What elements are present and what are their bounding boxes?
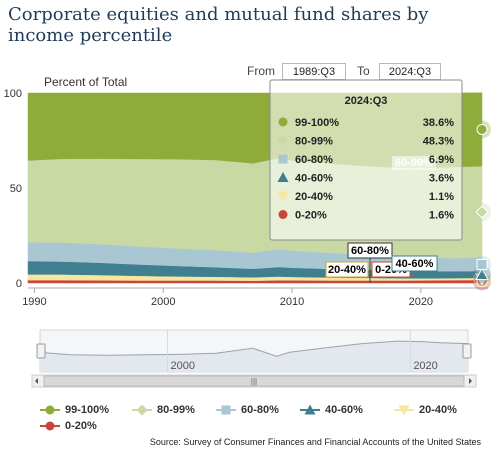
- tooltip-value-20-40: 1.1%: [429, 191, 454, 203]
- tooltip-series-80-99: 80-99%: [295, 136, 333, 148]
- legend-marker-99-100: [45, 405, 55, 415]
- end-marker-99-100: [476, 123, 488, 135]
- x-tick-label-1990: 1990: [22, 296, 46, 308]
- annotation-flag-20-40: 20-40%: [325, 261, 369, 278]
- legend-marker-20-40: [398, 405, 410, 416]
- legend-marker-40-60: [304, 404, 316, 415]
- annotation-flag-40-60: 40-60%: [391, 255, 438, 272]
- tooltip-marker-99-100: [278, 117, 288, 127]
- annotation-flag-60-80: 60-80%: [347, 242, 393, 259]
- legend-marker-80-99: [136, 404, 148, 416]
- legend-marker-0-20: [45, 421, 55, 431]
- end-marker-layer: [473, 120, 491, 291]
- legend-symbol-80-99: [132, 404, 152, 416]
- navigator-scrollbar-thumb[interactable]: [43, 375, 465, 387]
- scrollbar-grip-icon: |||: [251, 377, 257, 386]
- y-tick-label-0: 0: [16, 278, 22, 290]
- end-marker-40-60: [475, 267, 489, 280]
- annotation-box: [347, 242, 393, 259]
- tooltip-series-40-60: 40-60%: [295, 173, 333, 185]
- range-from-input[interactable]: 1989:Q3: [282, 63, 346, 80]
- area-chart[interactable]: Percent of Total 0 50 100 1990 2000 2010 2020 8…: [0, 0, 499, 400]
- annotation-label: 60-80%: [351, 245, 389, 257]
- navigator-tick-label-2000: 2000: [170, 360, 194, 372]
- legend-symbol-0-20: [40, 421, 60, 431]
- legend-item-20-40[interactable]: 20-40%: [394, 404, 457, 416]
- legend-label: 0-20%: [65, 420, 97, 432]
- legend-label: 40-60%: [325, 404, 363, 416]
- annotation-box: [325, 261, 369, 278]
- tooltip-marker-20-40: [277, 191, 289, 202]
- tooltip: 2024:Q3 99-100% 38.6% 80-99% 48.3% 60-80% 6.9%…: [269, 79, 463, 241]
- tooltip-value-99-100: 38.6%: [423, 117, 454, 129]
- tooltip-box: [269, 79, 463, 241]
- legend-item-99-100[interactable]: 99-100%: [40, 404, 109, 416]
- navigator-tick-label-2020: 2020: [413, 360, 437, 372]
- tooltip-title: 2024:Q3: [345, 95, 388, 107]
- scroll-left-arrow-icon[interactable]: [35, 378, 38, 384]
- navigator-area: [40, 341, 468, 372]
- tooltip-series-60-80: 60-80%: [295, 154, 333, 166]
- legend-symbol-99-100: [40, 405, 60, 415]
- chart-title: Corporate equities and mutual fund share…: [8, 4, 429, 46]
- legend-item-80-99[interactable]: 80-99%: [132, 404, 195, 416]
- annotation-label: 20-40%: [328, 264, 366, 276]
- end-marker-80-99: [475, 205, 489, 219]
- legend-item-60-80[interactable]: 60-80%: [216, 404, 279, 416]
- annotation-box: [391, 255, 438, 272]
- y-tick-label-50: 50: [10, 183, 22, 195]
- tooltip-value-0-20: 1.6%: [429, 210, 454, 222]
- end-marker-60-80: [476, 258, 488, 270]
- legend-marker-60-80: [221, 405, 231, 415]
- annotation-label: 40-60%: [396, 258, 434, 270]
- tooltip-series-20-40: 20-40%: [295, 191, 333, 203]
- legend-symbol-40-60: [300, 404, 320, 415]
- navigator-right-handle[interactable]: [462, 343, 472, 359]
- navigator-line: [39, 340, 469, 357]
- tooltip-series-0-20: 0-20%: [295, 210, 327, 222]
- range-from-label: From: [247, 64, 275, 78]
- legend-label: 60-80%: [241, 404, 279, 416]
- navigator-left-handle[interactable]: [36, 343, 46, 359]
- legend-symbol-60-80: [216, 405, 236, 415]
- x-tick-label-2000: 2000: [151, 296, 175, 308]
- legend-label: 20-40%: [419, 404, 457, 416]
- legend-label: 99-100%: [65, 404, 110, 416]
- y-axis-label: Percent of Total: [44, 75, 127, 89]
- range-to-label: To: [357, 64, 370, 78]
- tooltip-marker-40-60: [277, 172, 289, 182]
- source-note: Source: Survey of Consumer Finances and …: [149, 437, 481, 447]
- navigator: 2000 2020 |||: [31, 329, 477, 388]
- legend-item-0-20[interactable]: 0-20%: [40, 420, 97, 432]
- y-tick-label-100: 100: [4, 88, 22, 100]
- legend-label: 80-99%: [157, 404, 195, 416]
- legend-symbol-20-40: [394, 405, 414, 416]
- tooltip-marker-60-80: [278, 154, 288, 164]
- tooltip-marker-80-99: [277, 135, 289, 146]
- tooltip-value-60-80: 6.9%: [429, 154, 454, 166]
- tooltip-value-80-99: 48.3%: [423, 136, 454, 148]
- tooltip-value-40-60: 3.6%: [429, 173, 454, 185]
- legend-item-40-60[interactable]: 40-60%: [300, 404, 363, 416]
- tooltip-series-99-100: 99-100%: [295, 117, 339, 129]
- tooltip-marker-0-20: [278, 210, 288, 219]
- scroll-right-arrow-icon[interactable]: [469, 378, 472, 384]
- x-tick-label-2020: 2020: [409, 296, 433, 308]
- axis-layer: Percent of Total 0 50 100 1990 2000 2010 2020: [4, 75, 488, 308]
- x-tick-label-2010: 2010: [280, 296, 304, 308]
